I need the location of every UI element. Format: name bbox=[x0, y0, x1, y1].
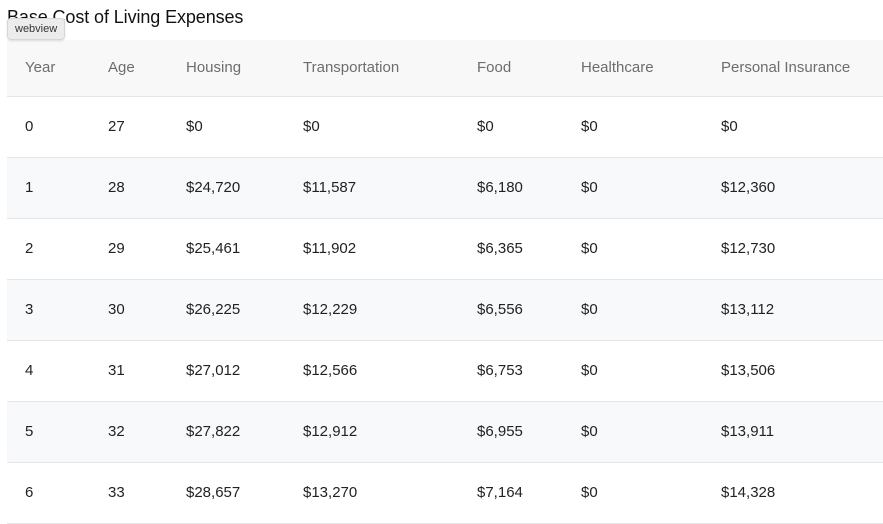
cell-housing: $27,822 bbox=[168, 401, 285, 463]
cell-housing: $27,012 bbox=[168, 340, 285, 402]
header-housing: Housing bbox=[168, 40, 285, 97]
cell-personal-insurance: $13,506 bbox=[703, 340, 883, 402]
cell-food: $6,180 bbox=[459, 157, 563, 219]
cell-transportation: $11,902 bbox=[285, 218, 459, 280]
cell-healthcare: $0 bbox=[563, 401, 703, 463]
cell-healthcare: $0 bbox=[563, 340, 703, 402]
table-row: 4 31 $27,012 $12,566 $6,753 $0 $13,506 bbox=[7, 340, 883, 402]
cell-year: 2 bbox=[7, 218, 90, 280]
cell-personal-insurance: $13,911 bbox=[703, 401, 883, 463]
cell-transportation: $13,270 bbox=[285, 462, 459, 524]
cell-healthcare: $0 bbox=[563, 96, 703, 158]
cell-transportation: $12,912 bbox=[285, 401, 459, 463]
table-row: 2 29 $25,461 $11,902 $6,365 $0 $12,730 bbox=[7, 218, 883, 280]
cell-personal-insurance: $14,328 bbox=[703, 462, 883, 524]
cell-age: 30 bbox=[90, 279, 168, 341]
cell-transportation: $11,587 bbox=[285, 157, 459, 219]
cell-year: 6 bbox=[7, 462, 90, 524]
cell-year: 3 bbox=[7, 279, 90, 341]
cell-housing: $28,657 bbox=[168, 462, 285, 524]
header-food: Food bbox=[459, 40, 563, 97]
cell-transportation: $12,229 bbox=[285, 279, 459, 341]
header-year: Year bbox=[7, 40, 90, 97]
cell-housing: $26,225 bbox=[168, 279, 285, 341]
cell-personal-insurance: $13,112 bbox=[703, 279, 883, 341]
header-personal-insurance: Personal Insurance bbox=[703, 40, 883, 97]
cell-housing: $0 bbox=[168, 96, 285, 158]
cell-age: 32 bbox=[90, 401, 168, 463]
cell-transportation: $0 bbox=[285, 96, 459, 158]
cell-personal-insurance: $12,730 bbox=[703, 218, 883, 280]
cell-food: $6,365 bbox=[459, 218, 563, 280]
page-title: Base Cost of Living Expenses bbox=[7, 7, 244, 27]
cell-housing: $25,461 bbox=[168, 218, 285, 280]
cell-food: $6,556 bbox=[459, 279, 563, 341]
table-row: 0 27 $0 $0 $0 $0 $0 bbox=[7, 96, 883, 158]
cell-year: 1 bbox=[7, 157, 90, 219]
expenses-table-container: Year Age Housing Transportation Food Hea… bbox=[7, 40, 883, 524]
cell-year: 4 bbox=[7, 340, 90, 402]
cell-food: $6,753 bbox=[459, 340, 563, 402]
cell-food: $7,164 bbox=[459, 462, 563, 524]
table-row: 6 33 $28,657 $13,270 $7,164 $0 $14,328 bbox=[7, 462, 883, 524]
cell-healthcare: $0 bbox=[563, 218, 703, 280]
expenses-table: Year Age Housing Transportation Food Hea… bbox=[7, 40, 883, 524]
cell-year: 0 bbox=[7, 96, 90, 158]
cell-age: 28 bbox=[90, 157, 168, 219]
cell-age: 27 bbox=[90, 96, 168, 158]
table-row: 5 32 $27,822 $12,912 $6,955 $0 $13,911 bbox=[7, 401, 883, 463]
table-row: 3 30 $26,225 $12,229 $6,556 $0 $13,112 bbox=[7, 279, 883, 341]
table-row: 1 28 $24,720 $11,587 $6,180 $0 $12,360 bbox=[7, 157, 883, 219]
cell-healthcare: $0 bbox=[563, 462, 703, 524]
cell-housing: $24,720 bbox=[168, 157, 285, 219]
header-transportation: Transportation bbox=[285, 40, 459, 97]
cell-healthcare: $0 bbox=[563, 279, 703, 341]
cell-food: $6,955 bbox=[459, 401, 563, 463]
cell-healthcare: $0 bbox=[563, 157, 703, 219]
cell-age: 31 bbox=[90, 340, 168, 402]
cell-age: 29 bbox=[90, 218, 168, 280]
cell-transportation: $12,566 bbox=[285, 340, 459, 402]
cell-year: 5 bbox=[7, 401, 90, 463]
cell-personal-insurance: $12,360 bbox=[703, 157, 883, 219]
header-age: Age bbox=[90, 40, 168, 97]
cell-age: 33 bbox=[90, 462, 168, 524]
header-healthcare: Healthcare bbox=[563, 40, 703, 97]
cell-food: $0 bbox=[459, 96, 563, 158]
table-header-row: Year Age Housing Transportation Food Hea… bbox=[7, 40, 883, 97]
cell-personal-insurance: $0 bbox=[703, 96, 883, 158]
webview-badge: webview bbox=[7, 18, 66, 40]
